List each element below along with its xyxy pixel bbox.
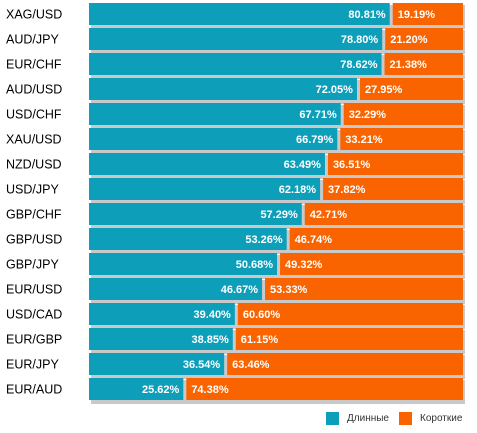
bar-short-eur-aud [186,378,464,400]
value-label-long-gbp-jpy: 50.68% [236,259,274,271]
bar-long-usd-cad [89,303,235,325]
bar-long-eur-gbp [89,328,233,350]
value-label-short-gbp-jpy: 49.32% [285,259,323,271]
bar-short-gbp-usd [289,228,463,250]
legend-swatch-short [399,411,412,425]
legend-item-long: Длинные [326,411,389,425]
value-label-long-eur-chf: 78.62% [340,59,378,71]
value-label-short-usd-chf: 32.29% [349,109,387,121]
legend-item-short: Короткие [399,411,463,425]
bar-short-eur-usd [265,278,463,300]
bar-long-eur-aud [89,378,184,400]
category-label-usd-chf: USD/CHF [6,108,62,122]
bar-short-usd-jpy [323,178,463,200]
category-label-aud-jpy: AUD/JPY [6,33,59,47]
legend-label-short: Короткие [420,412,463,424]
legend-label-long: Длинные [347,412,389,424]
bar-long-gbp-chf [89,203,302,225]
bar-short-eur-gbp [235,328,463,350]
bar-long-eur-usd [89,278,263,300]
bar-long-usd-chf [89,103,341,125]
value-label-long-usd-chf: 67.71% [299,109,337,121]
category-label-eur-chf: EUR/CHF [6,58,62,72]
value-label-long-xau-usd: 66.79% [296,134,334,146]
bar-long-aud-jpy [89,28,383,50]
category-label-nzd-usd: NZD/USD [6,158,62,172]
category-label-gbp-chf: GBP/CHF [6,208,62,222]
stacked-bar-chart: XAG/USD 80.81% 19.19% AUD/JPY 78.80% 21.20% EU… [6,3,465,404]
value-label-long-eur-aud: 25.62% [142,384,180,396]
value-label-short-usd-jpy: 37.82% [328,184,366,196]
bar-long-xau-usd [89,128,338,150]
bar-long-gbp-usd [89,228,287,250]
value-label-short-gbp-chf: 42.71% [310,209,348,221]
value-label-long-aud-usd: 72.05% [316,84,354,96]
value-label-long-eur-gbp: 38.85% [191,334,229,346]
bar-short-gbp-chf [304,203,463,225]
bar-long-nzd-usd [89,153,325,175]
category-label-eur-jpy: EUR/JPY [6,358,59,372]
value-label-short-nzd-usd: 36.51% [333,159,371,171]
value-label-long-gbp-chf: 57.29% [260,209,298,221]
value-label-short-eur-aud: 74.38% [191,384,229,396]
value-label-short-xau-usd: 33.21% [345,134,383,146]
value-label-long-eur-usd: 46.67% [221,284,259,296]
category-label-eur-usd: EUR/USD [6,283,62,297]
category-label-gbp-usd: GBP/USD [6,233,62,247]
bar-short-aud-usd [359,78,463,100]
bar-short-xau-usd [340,128,463,150]
bar-long-xag-usd [89,3,390,25]
legend: Длинные Короткие [326,410,472,426]
bar-long-usd-jpy [89,178,321,200]
bar-short-eur-jpy [227,353,463,375]
category-label-gbp-jpy: GBP/JPY [6,258,59,272]
category-label-eur-gbp: EUR/GBP [6,333,62,347]
bar-short-usd-chf [343,103,463,125]
bar-short-gbp-jpy [280,253,463,275]
bar-long-aud-usd [89,78,357,100]
value-label-long-aud-jpy: 78.80% [341,34,379,46]
bar-short-nzd-usd [327,153,463,175]
bar-long-gbp-jpy [89,253,278,275]
bar-short-eur-chf [384,53,463,75]
category-label-aud-usd: AUD/USD [6,83,62,97]
category-label-usd-cad: USD/CAD [6,308,62,322]
value-label-long-nzd-usd: 63.49% [284,159,322,171]
bar-short-aud-jpy [385,28,463,50]
value-label-short-eur-gbp: 61.15% [241,334,279,346]
bar-long-eur-chf [89,53,382,75]
value-label-short-eur-jpy: 63.46% [232,359,270,371]
value-label-long-gbp-usd: 53.26% [245,234,283,246]
value-label-long-eur-jpy: 36.54% [183,359,221,371]
bar-short-usd-cad [237,303,463,325]
value-label-short-eur-chf: 21.38% [390,59,428,71]
value-label-long-usd-cad: 39.40% [194,309,232,321]
category-label-xag-usd: XAG/USD [6,8,62,22]
value-label-short-aud-usd: 27.95% [365,84,403,96]
legend-swatch-long [326,411,339,425]
value-label-long-usd-jpy: 62.18% [279,184,317,196]
value-label-short-aud-jpy: 21.20% [390,34,428,46]
value-label-short-eur-usd: 53.33% [270,284,308,296]
value-label-short-gbp-usd: 46.74% [295,234,333,246]
category-label-xau-usd: XAU/USD [6,133,62,147]
value-label-long-xag-usd: 80.81% [348,9,386,21]
bar-long-eur-jpy [89,353,225,375]
value-label-short-xag-usd: 19.19% [398,9,436,21]
value-label-short-usd-cad: 60.60% [243,309,281,321]
bar-short-xag-usd [392,3,463,25]
category-label-usd-jpy: USD/JPY [6,183,59,197]
category-label-eur-aud: EUR/AUD [6,383,62,397]
